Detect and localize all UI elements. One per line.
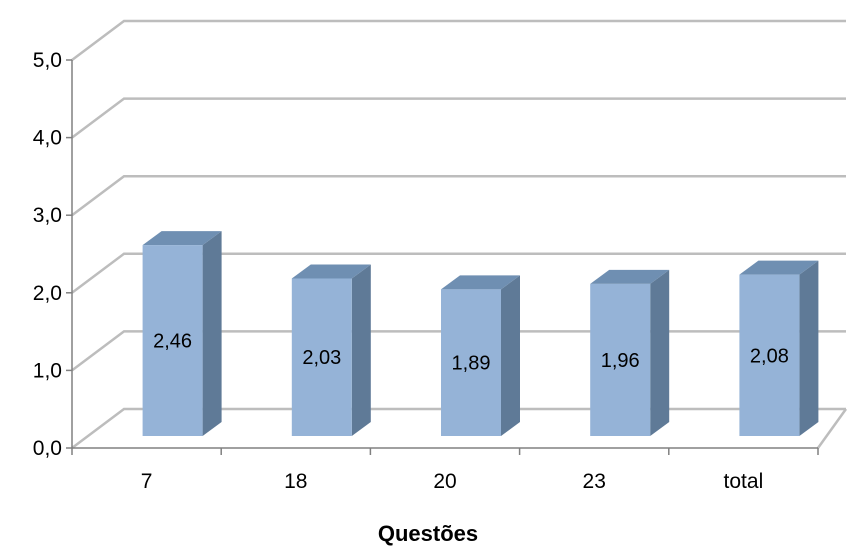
data-label: 2,08: [750, 345, 789, 367]
gridline: [71, 19, 846, 61]
bar-side: [650, 269, 670, 436]
gridline: [71, 174, 846, 217]
bar-top: [739, 260, 819, 275]
bar-front: [142, 245, 203, 436]
bar-front: [739, 274, 800, 436]
bar: [590, 269, 670, 436]
y-tick-label: 5,0: [33, 49, 62, 72]
x-tick-label: 23: [583, 470, 606, 493]
bar: [142, 231, 222, 436]
bar-top: [291, 264, 371, 279]
bar: [291, 264, 371, 436]
y-tick-label: 3,0: [33, 204, 62, 227]
data-label: 1,89: [452, 353, 491, 375]
y-tick-label: 1,0: [33, 359, 62, 382]
y-tick-label: 4,0: [33, 127, 62, 150]
x-tick-label: total: [724, 470, 764, 493]
bar: [739, 260, 819, 436]
x-tick-label: 18: [284, 470, 307, 493]
bar: [441, 275, 520, 436]
bars: [142, 231, 819, 436]
bar-top: [142, 231, 222, 246]
data-label: 2,03: [302, 347, 341, 369]
data-label: 1,96: [601, 350, 640, 372]
axes: [66, 59, 819, 455]
y-tick-label: 2,0: [33, 282, 62, 305]
bar-front: [590, 283, 651, 436]
bar-top: [590, 269, 670, 284]
x-tick-label: 7: [141, 470, 153, 493]
bar-side: [799, 260, 819, 436]
x-tick-label: 20: [433, 470, 456, 493]
bar-front: [291, 278, 352, 436]
bar-side: [501, 275, 520, 436]
gridline: [71, 97, 846, 139]
bar-front: [441, 289, 501, 436]
bar-side: [202, 231, 222, 436]
data-label: 2,46: [153, 331, 192, 353]
x-axis-title: Questões: [378, 521, 478, 546]
floor-edge: [816, 408, 848, 449]
labels: 0,0 1,0 2,0 3,0 4,0 5,0 7 18 20 23 total 2,46 2,03 1,…: [33, 49, 789, 493]
y-tick-label: 0,0: [33, 437, 62, 460]
bar-side: [351, 264, 371, 436]
gridline: [71, 252, 846, 294]
bar-top: [441, 275, 520, 290]
